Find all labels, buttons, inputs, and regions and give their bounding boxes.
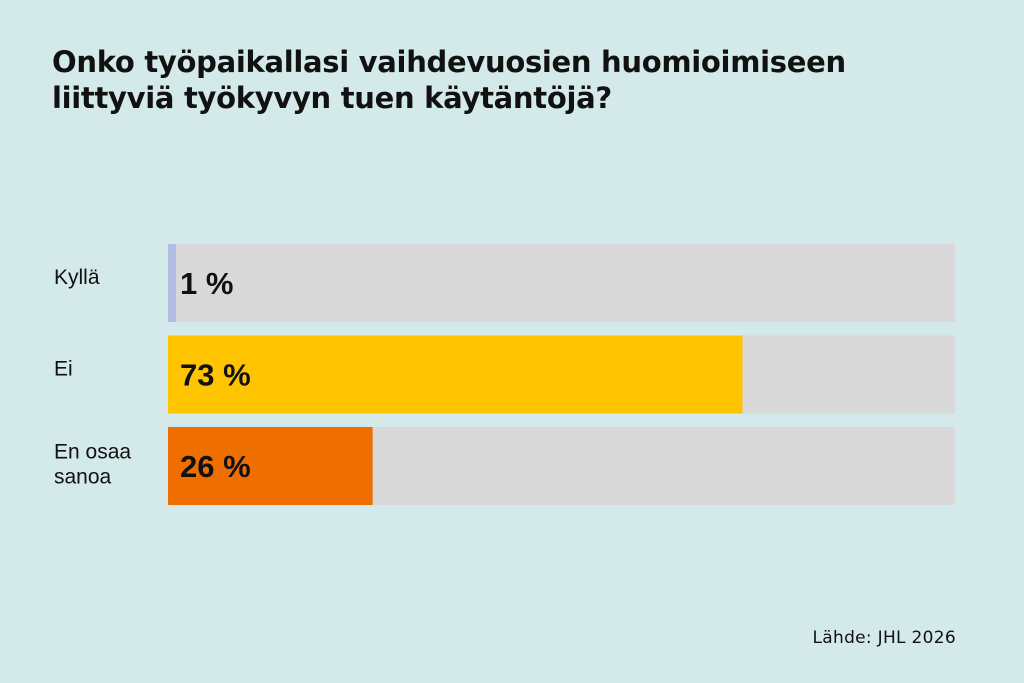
chart-title: Onko työpaikallasi vaihdevuosien huomioi… [52,44,952,116]
chart-title-line-2: liittyviä työkyvyn tuen käytäntöjä? [52,81,612,115]
bar [168,244,176,322]
value-label: 73 % [180,358,251,393]
bar [168,335,743,414]
source-note: Lähde: JHL 2026 [812,628,956,648]
value-label: 26 % [180,449,251,484]
bar-row: Ei 73 % [54,335,955,414]
category-label: Kyllä [54,266,100,289]
category-label: En osaa [54,441,131,464]
bar-row: Kyllä 1 % [54,244,955,322]
bar-track [168,244,955,322]
value-label: 1 % [180,266,233,301]
category-label: Ei [54,358,73,381]
bar [168,427,373,505]
category-label: sanoa [54,466,112,489]
chart-title-line-1: Onko työpaikallasi vaihdevuosien huomioi… [52,45,846,79]
